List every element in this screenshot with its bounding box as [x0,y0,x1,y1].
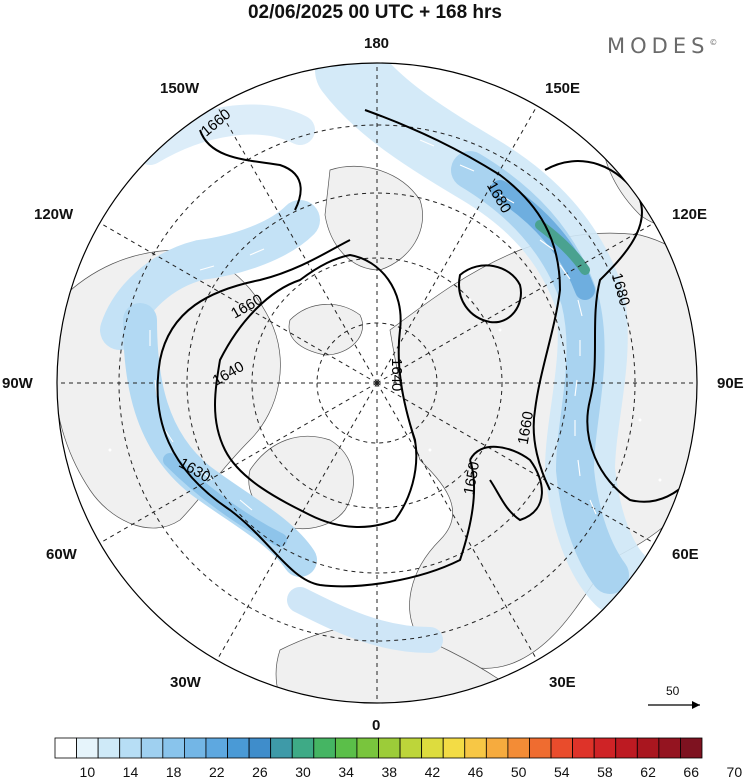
lon-label-30e: 30E [549,674,576,691]
lon-label-0: 0 [372,717,381,734]
colorbar-label: 46 [467,764,484,780]
lon-label-120w: 120W [34,206,74,223]
colorbar-label: 54 [554,764,570,780]
colorbar-swatch [183,737,207,759]
lon-label-60w: 60W [46,546,77,563]
colorbar-swatch [615,737,638,759]
lon-label-180: 180 [364,35,390,52]
colorbar-label: 70 [726,764,743,780]
lon-label-30w: 30W [170,674,201,691]
colorbar-label: 26 [252,764,268,780]
colorbar-label: 50 [510,764,527,780]
wind-vectors [108,139,662,602]
contour-label-1640-b: 1640 [388,358,405,391]
lon-label-120e: 120E [672,206,708,223]
colorbar-swatch [248,737,272,759]
colorbar-swatch [270,737,293,759]
colorbar-swatch [76,737,99,759]
brand-mark: © [709,38,718,47]
colorbar-label: 22 [208,764,225,780]
colorbar-swatch [680,737,703,759]
colorbar-label: 14 [122,764,139,780]
map-title: 02/06/2025 00 UTC + 168 hrs [247,2,503,23]
contour-1680-low [458,264,522,324]
wind-reference-label: 50 [666,684,680,698]
colorbar-swatch [421,737,444,759]
colorbar-swatch [378,737,401,759]
lon-label-60e: 60E [672,546,699,563]
colorbar-label: 42 [424,764,441,780]
contour-1640-ring [214,253,418,528]
map-border [56,62,698,704]
colorbar-swatch [162,737,185,759]
brand-name: MODES [607,34,710,58]
lon-label-150e: 150E [545,80,581,97]
lon-label-150w: 150W [160,80,200,97]
colorbar-swatch [227,737,250,759]
lon-label-90w: 90W [2,375,33,392]
wind-reference-arrow [648,701,700,709]
contour-label-1650: 1650 [461,460,484,496]
colorbar-label: 66 [683,764,699,780]
colorbar-swatch [550,737,573,759]
colorbar-swatch [205,737,228,759]
colorbar-swatch [140,737,164,759]
colorbar-swatch [464,737,487,759]
brand-logo: MODES© [607,34,717,58]
colorbar-swatch [572,737,595,759]
colorbar-swatch [97,737,121,759]
colorbar-swatch [529,737,552,759]
alaska-land [324,165,423,271]
colorbar-swatch [442,737,466,759]
colorbar-label: 62 [640,764,656,780]
colorbar-swatch [291,737,315,759]
colorbar-label: 34 [338,764,354,780]
colorbar-swatch [593,737,617,759]
colorbar-swatch [356,737,379,759]
contour-1660-east [364,109,562,491]
contour-1660-outer [156,239,476,588]
colorbar-swatch [313,737,336,759]
colorbar [54,737,703,759]
colorbar-swatch [658,737,681,759]
colorbar-swatch [507,737,530,759]
colorbar-swatch [636,737,660,759]
colorbar-swatch [399,737,423,759]
contour-label-1660-c: 1660 [515,410,538,446]
colorbar-label: 38 [381,764,398,780]
lon-label-90e: 90E [717,375,744,392]
colorbar-label: 58 [597,764,613,780]
colorbar-label: 30 [295,764,311,780]
colorbar-label: 18 [165,764,182,780]
colorbar-swatch [334,737,358,759]
colorbar-swatch [485,737,509,759]
graticule-parallels [118,124,636,642]
colorbar-label: 10 [79,764,96,780]
contour-1660-nw [199,129,302,211]
contour-1650-lobe [469,445,543,522]
colorbar-swatch [119,737,142,759]
colorbar-swatch [54,737,77,759]
